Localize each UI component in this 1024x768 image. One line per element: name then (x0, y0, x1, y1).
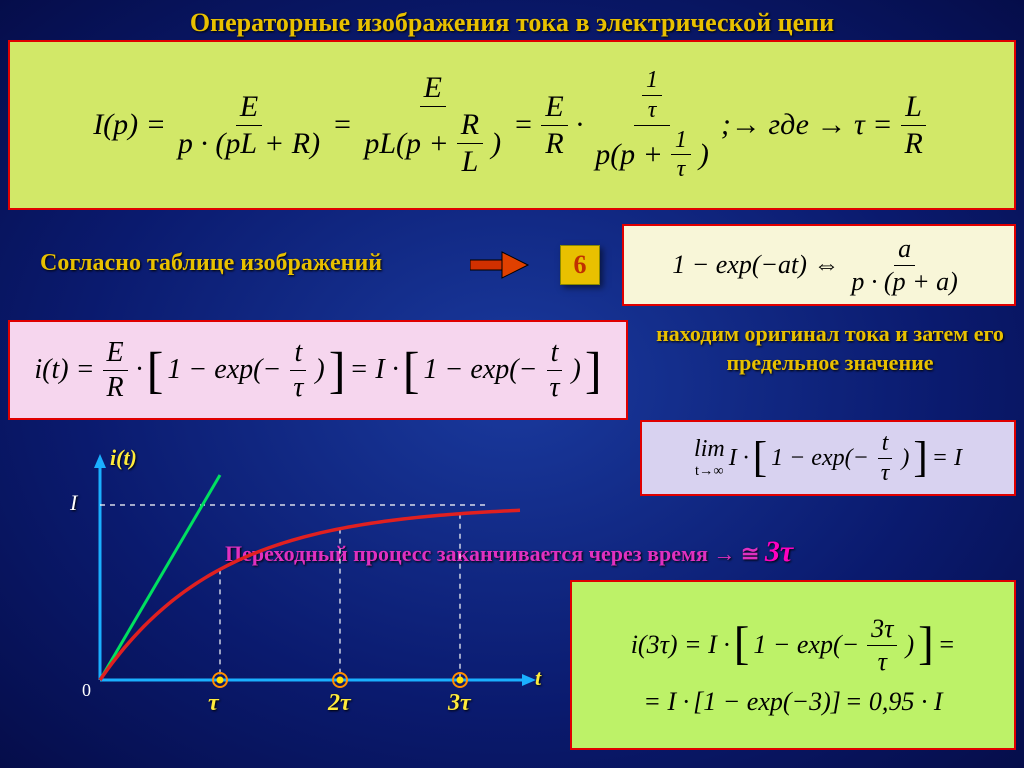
page-title: Операторные изображения тока в электриче… (0, 8, 1024, 38)
main-equation-box: I(p) = E p · (pL + R) = E pL(p + R L ) =… (8, 40, 1016, 210)
close1: ) (491, 126, 501, 162)
where-text: ;→ где → τ = (721, 108, 893, 142)
E-over-R-den: R (541, 126, 567, 162)
laplace-num: a (894, 233, 915, 265)
den-1: p · (pL + R) (174, 126, 324, 162)
den2-text: pL(p + (364, 126, 448, 162)
close6: ) (905, 630, 914, 660)
line2-pre: = I · (643, 687, 689, 717)
eq-Ip-lhs: I(p) = (93, 108, 166, 142)
den3-text: p(p + (595, 137, 663, 173)
lim-sub: t→∞ (695, 463, 724, 480)
tau-den5: τ (877, 459, 894, 488)
lim-I: I · (729, 445, 749, 472)
i3tau-equation-box: i(3τ) = I · [ 1 − exp(− 3τ τ ) ] = = I ·… (570, 580, 1016, 750)
three-tau-text: 3τ (765, 535, 793, 568)
line2-body: [1 − exp(−3)] (693, 687, 841, 717)
y-axis-label: i(t) (110, 445, 137, 471)
tick-3tau: 3τ (448, 690, 471, 717)
one-num: 1 (642, 66, 662, 96)
close5: ) (901, 445, 909, 472)
it-R: R (103, 371, 128, 405)
E-over-R-num: E (541, 89, 567, 126)
tau-den1: τ (644, 96, 661, 125)
i3tau-body: 1 − exp(− (753, 630, 859, 660)
R-den: R (900, 126, 926, 162)
transient-graph: i(t) I t 0 τ 2τ 3τ (30, 450, 560, 730)
close2: ) (699, 137, 709, 173)
table-entry-badge: 6 (560, 245, 600, 285)
equals-1: = (332, 108, 352, 142)
tau-den2: τ (673, 155, 690, 184)
arrow-icon (470, 250, 530, 280)
tau-den6: τ (874, 646, 891, 677)
num-E1: E (236, 89, 262, 126)
laplace-lhs: 1 − exp(−at) ⇔ (672, 250, 839, 280)
eq-I-mid: = I · (350, 354, 399, 386)
find-original-label: находим оригинал тока и затем его предел… (650, 320, 1010, 377)
tau-den4: τ (545, 371, 563, 405)
dot2: · (136, 354, 143, 386)
I-level-label: I (70, 490, 77, 516)
one-num2: 1 (671, 126, 691, 156)
t-num2: t (547, 336, 563, 371)
tau-den3: τ (289, 371, 307, 405)
i3tau-lhs: i(3τ) = I · (631, 630, 730, 660)
line2-val: = 0,95 · I (845, 687, 943, 717)
equals-2: = (513, 108, 533, 142)
graph-svg (30, 450, 560, 730)
close3: ) (315, 354, 324, 386)
three-tau-num: 3τ (867, 613, 897, 645)
eq7: = (938, 630, 956, 660)
lim-eq-I: = I (932, 445, 962, 472)
laplace-den: p · (p + a) (847, 266, 961, 297)
close4: ) (572, 354, 581, 386)
limit-equation-box: lim t→∞ I · [ 1 − exp(− t τ ) ] = I (640, 420, 1016, 496)
t-num3: t (878, 429, 893, 459)
tick-2tau: 2τ (328, 690, 351, 717)
it-equation-box: i(t) = E R · [ 1 − exp(− t τ ) ] = I · [… (8, 320, 628, 420)
bracket-body2: 1 − exp(− (424, 354, 538, 386)
R-over-L-num: R (457, 107, 483, 144)
t-num1: t (290, 336, 306, 371)
laplace-equation-box: 1 − exp(−at) ⇔ a p · (p + a) (622, 224, 1016, 306)
den-2: pL(p + R L ) (360, 107, 505, 180)
den-3: p(p + 1 τ ) (591, 126, 713, 185)
tick-tau: τ (208, 690, 219, 717)
R-over-L-den: L (458, 144, 483, 180)
x-axis-label: t (535, 665, 541, 691)
zero-label: 0 (82, 680, 91, 701)
bracket-body1: 1 − exp(− (167, 354, 281, 386)
num-E2: E (420, 70, 446, 107)
lim-text: lim (694, 436, 725, 463)
it-lhs: i(t) = (34, 354, 94, 386)
table-ref-label: Согласно таблице изображений (40, 250, 382, 277)
L-num: L (901, 89, 926, 126)
lim-body: 1 − exp(− (771, 445, 869, 472)
it-E: E (103, 336, 128, 371)
dot1: · (576, 108, 584, 142)
